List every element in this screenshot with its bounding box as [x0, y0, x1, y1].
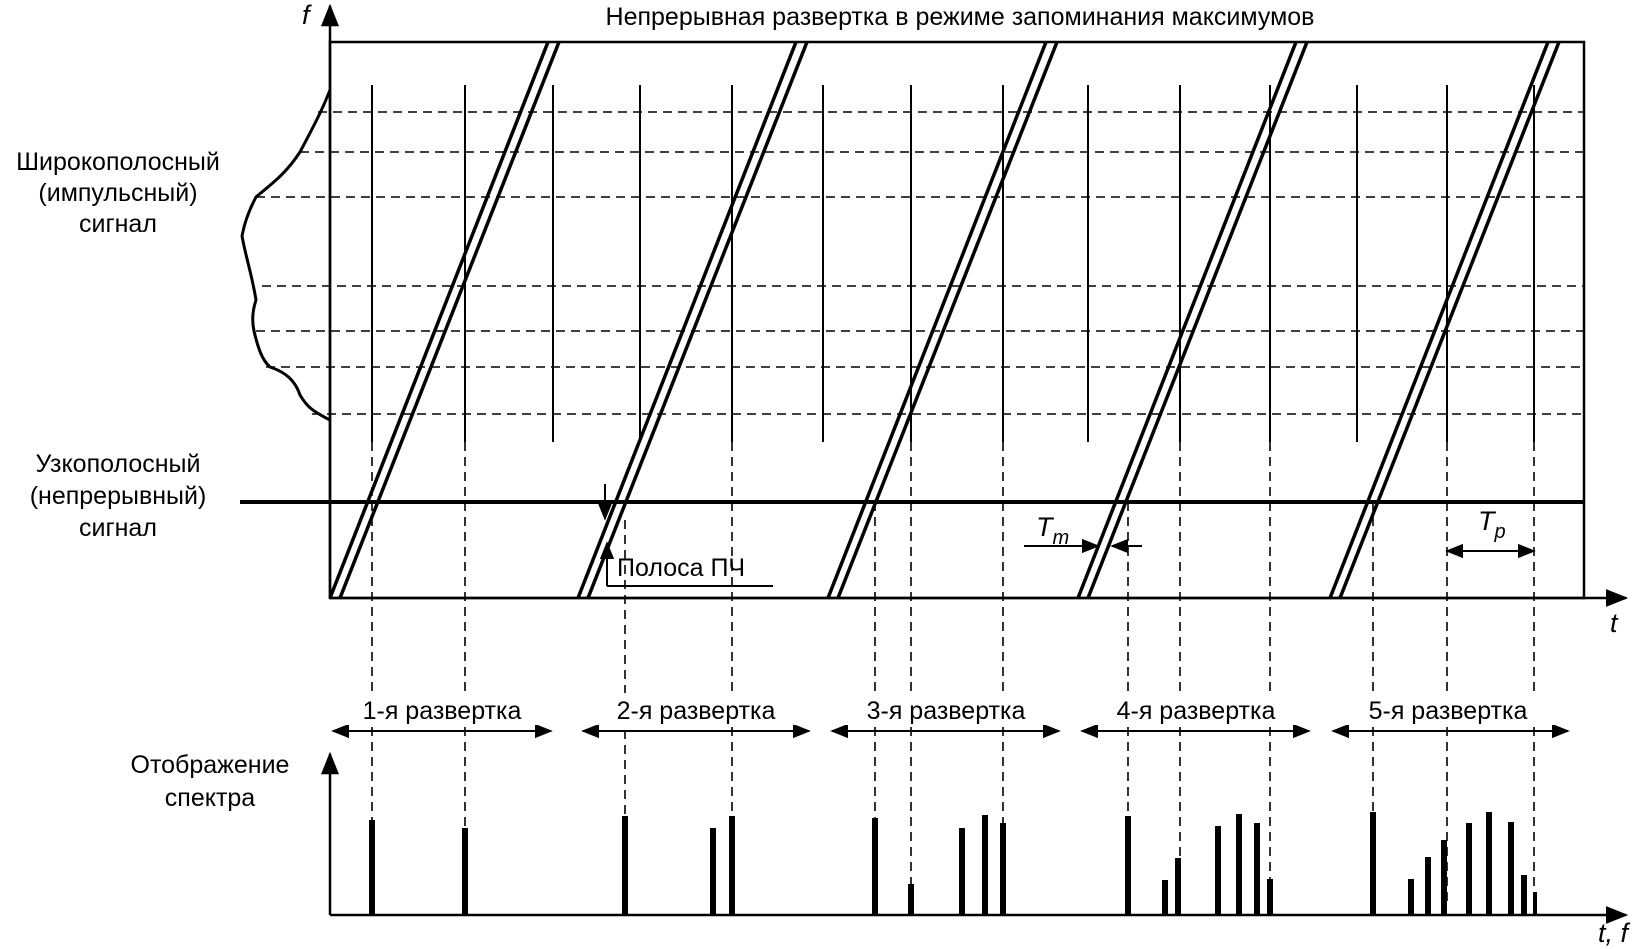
spectrum-bar	[1236, 814, 1242, 915]
wideband-label-line2: (импульсный)	[38, 179, 197, 207]
spectrum-bar	[908, 884, 914, 915]
sweep-labels: 1-я развертка 2-я развертка 3-я развертк…	[338, 693, 1554, 725]
spectrum-bar	[1441, 840, 1447, 915]
projection-lines	[371, 442, 1535, 904]
frequency-levels	[256, 111, 1584, 415]
spectrum-bar	[1175, 858, 1181, 915]
spectrum-bar	[1254, 823, 1260, 915]
sweep-ramp-5b	[1338, 41, 1561, 599]
spectrum-bar	[1162, 880, 1168, 915]
sample-markers	[371, 85, 1535, 442]
sweep-ramp-1a	[328, 41, 550, 599]
tp-main: T	[1478, 506, 1497, 536]
spectrum-bar	[1486, 812, 1492, 915]
sweep-frame	[328, 40, 1586, 600]
spectrum-bar	[729, 816, 735, 915]
spectrum-bar	[1370, 812, 1376, 915]
spectrum-bar	[369, 820, 375, 915]
sweep-ramp-2b	[586, 41, 809, 599]
sweep-label-3: 3-я развертка	[867, 697, 1026, 725]
spectrum-label-line2: спектра	[165, 784, 256, 812]
t-axis-label: t	[1610, 608, 1619, 638]
sweep-ramp-4b	[1086, 41, 1309, 599]
if-band-annotation: Полоса ПЧ	[597, 484, 773, 587]
spectrum-bar	[1267, 879, 1273, 915]
wideband-label-line3: сигнал	[79, 210, 157, 238]
spectrum-bar	[1466, 823, 1472, 915]
spectrum-bar	[462, 828, 468, 915]
tm-main: T	[1036, 512, 1055, 542]
tp-sub: p	[1494, 521, 1506, 543]
sweep-label-5: 5-я развертка	[1369, 697, 1528, 725]
tm-annotation: Tm	[1024, 512, 1142, 554]
sweep-label-4: 4-я развертка	[1117, 697, 1276, 725]
sweep-ramp-5a	[1328, 41, 1550, 599]
tp-label: Tp	[1478, 506, 1506, 543]
spectrum-bar	[1521, 875, 1527, 915]
narrowband-label-line1: Узкополосный	[36, 450, 201, 478]
diagram-title: Непрерывная развертка в режиме запоминан…	[606, 3, 1315, 31]
tm-label: Tm	[1036, 512, 1069, 549]
spectrum-bar	[1508, 822, 1514, 915]
spectrum-bar	[872, 818, 878, 915]
spectrum-bar	[710, 828, 716, 915]
sweep-ramp-3a	[826, 41, 1048, 599]
wideband-label: Широкополосный (импульсный) сигнал	[16, 148, 220, 238]
tf-axis-label: t, f	[1598, 918, 1631, 948]
sweep-label-1: 1-я развертка	[363, 697, 522, 725]
spectrum-bars	[369, 812, 1537, 915]
sweep-ramp-2a	[576, 41, 798, 599]
sweep-ramps	[328, 41, 1561, 599]
wideband-label-line1: Широкополосный	[16, 148, 220, 176]
spectrum-label-line1: Отображение	[131, 751, 290, 779]
spectrum-bar	[1125, 816, 1131, 915]
sweep-label-2: 2-я развертка	[617, 697, 776, 725]
f-axis-label: f	[302, 0, 312, 30]
spectrum-bar	[1000, 823, 1006, 915]
spectrum-bar	[1425, 857, 1431, 915]
spectrum-bar	[982, 815, 988, 915]
narrowband-label-line3: сигнал	[79, 514, 157, 542]
spectrum-bar	[1533, 892, 1537, 915]
tp-annotation: Tp	[1445, 506, 1536, 559]
spectrum-bar	[622, 816, 628, 915]
wideband-envelope	[240, 89, 332, 422]
narrowband-label: Узкополосный (непрерывный) сигнал	[30, 450, 207, 542]
tm-sub: m	[1053, 527, 1070, 549]
sweep-ramp-4a	[1076, 41, 1298, 599]
spectrum-bar	[1215, 826, 1221, 915]
sweep-ramp-3b	[836, 41, 1059, 599]
narrowband-label-line2: (непрерывный)	[30, 482, 207, 510]
spectrum-bar	[959, 828, 965, 915]
spectrum-bar	[1408, 879, 1414, 915]
sweep-ramp-1b	[338, 41, 561, 599]
if-band-label: Полоса ПЧ	[617, 554, 745, 582]
